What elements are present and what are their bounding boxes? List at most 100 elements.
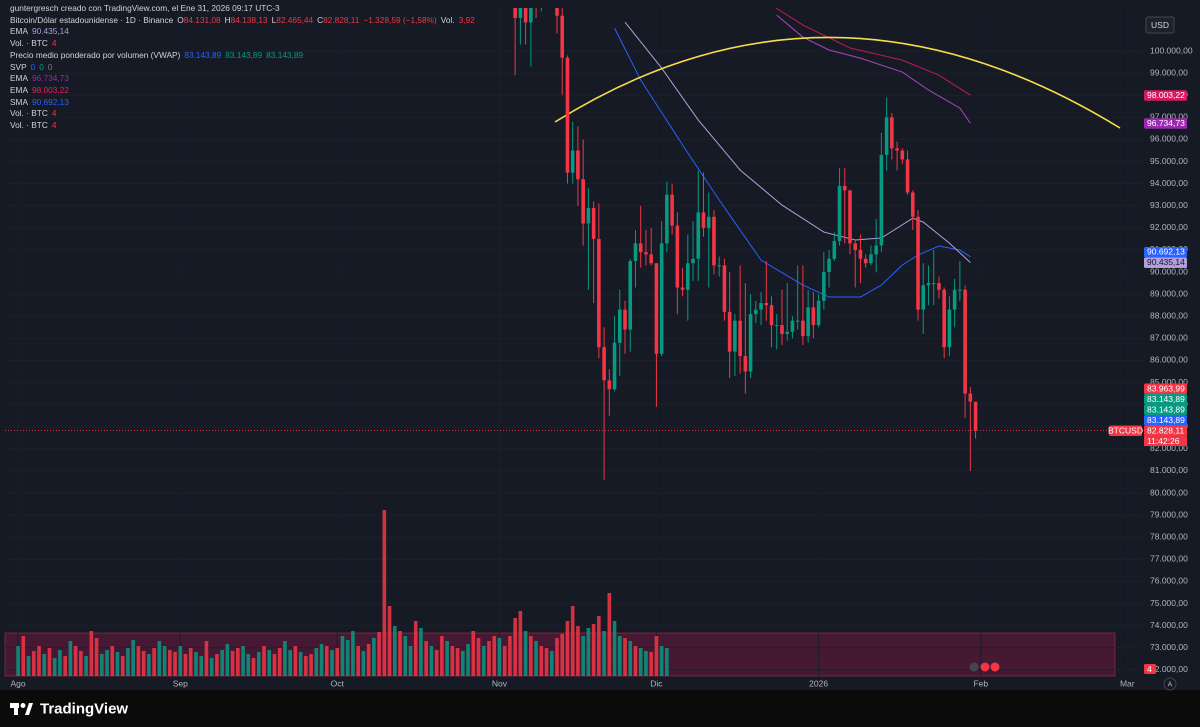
legend-row[interactable]: Vol. · BTC 4 [10,38,479,50]
candle-body [890,117,894,149]
volume-bar [79,651,83,676]
y-tick-label: 78.000,00 [1150,531,1188,541]
candle-body [523,8,528,23]
price-label-box [1144,90,1187,101]
volume-bar [529,636,533,676]
volume-bar [586,628,591,676]
candle-body [769,305,774,326]
currency: USD [1151,20,1169,30]
legend-row[interactable]: SMA 90.692,13 [10,97,479,109]
volume-bar [392,626,397,676]
candle-body [733,320,737,352]
legend-name: SVP [10,61,27,72]
candle-body [874,245,878,255]
candle-body [649,254,653,264]
currency-button[interactable] [1145,16,1175,34]
price-label: 96.734,73 [1147,118,1185,128]
volume-bar [141,651,146,676]
candle-body [869,254,873,264]
volume-bar [204,641,209,676]
volume-bar [649,652,653,676]
vol-key: Vol. [440,14,455,25]
volume-bar [131,640,135,676]
candle-body [581,179,585,224]
legend-value: 0 [47,61,53,72]
y-tick-label: 81.000,00 [1150,465,1188,475]
auto-scale-label: A [1168,681,1173,688]
price-label-box [1144,415,1187,426]
price-label-box [1144,118,1187,129]
y-tick-label: 97.000,00 [1150,112,1188,122]
candle-body [816,300,821,326]
candle-body [858,249,863,259]
volume-bar [209,658,214,676]
volume-bar [126,648,130,676]
volume-bar [293,646,298,676]
y-tick-label: 90.000,00 [1150,266,1188,276]
legend-name: SMA [10,96,28,107]
volume-bar [387,606,392,676]
volume-bar [136,646,141,676]
y-tick-label: 86.000,00 [1150,355,1188,365]
candle-body [921,285,926,310]
legend-value: 0 [30,61,36,72]
candle-body [743,356,748,372]
legend-row[interactable]: Vol. · BTC 4 [10,120,479,132]
volume-bar [607,593,612,676]
volume-bar [366,644,371,676]
candle-body [712,216,716,266]
volume-bar [471,631,476,676]
volume-bar [377,632,381,676]
volume-bar [565,621,570,676]
candle-body [654,263,659,354]
candle-body [633,243,638,262]
volume-bar [330,650,334,676]
legend-row[interactable]: Precio medio ponderado por volumen (VWAP… [10,50,479,62]
candle-body [780,325,784,334]
volume-bar [487,641,491,676]
candle-body [827,258,831,273]
ohlc-value: 84.131,08 [183,14,221,25]
symbol-title: Bitcoin/Dólar estadounidense · 1D · Bina… [10,14,174,25]
candle-body [597,238,601,348]
legend-row[interactable]: EMA 90.435,14 [10,26,479,38]
legend-name: EMA [10,84,28,95]
candle-body [806,307,810,337]
volume-bar [272,654,277,676]
legend-value: 83.143,89 [266,49,304,60]
x-tick-label: Mar [1120,678,1135,688]
volume-bar [99,654,104,676]
vol-value: 3,92 [458,14,475,25]
x-tick-label: 2026 [809,678,828,688]
volume-bar [659,646,664,676]
y-tick-label: 92.000,00 [1150,222,1188,232]
candle-body [795,320,800,322]
legend-row[interactable]: SVP 0 0 0 [10,62,479,74]
volume-bar [63,656,67,676]
candle-body [644,252,648,255]
volume-bar [262,646,266,676]
auto-scale-button[interactable] [1163,677,1177,691]
candle-body [628,261,633,330]
volume-bar [492,636,497,676]
volume-bar [178,646,183,676]
ohlc-value: 84.138,13 [230,14,268,25]
volume-bar [147,654,151,676]
volume-bar [518,611,523,676]
legend-name: Precio medio ponderado por volumen (VWAP… [10,49,181,60]
legend-row[interactable]: Vol. · BTC 4 [10,108,479,120]
candle-body [774,325,779,327]
legend-row[interactable]: EMA 96.734,73 [10,73,479,85]
candle-body [832,241,837,259]
candle-body [910,192,915,217]
volume-bar [220,650,224,676]
volume-bar [335,648,340,676]
volume-bar [68,641,73,676]
volume-bar [319,644,324,676]
volume-bar [31,651,36,676]
volume-bar [42,654,47,676]
y-tick-label: 74.000,00 [1150,620,1188,630]
legend-row[interactable]: EMA 98.003,22 [10,85,479,97]
candle-body [607,380,612,390]
candle-body [591,207,596,239]
